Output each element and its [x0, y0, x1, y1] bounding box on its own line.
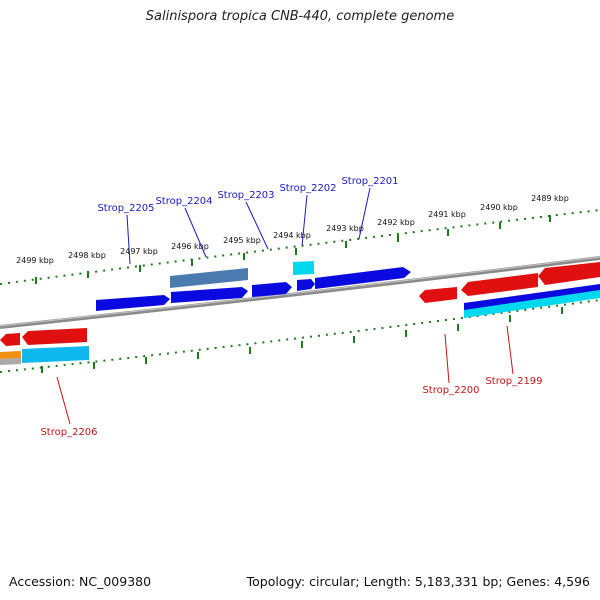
gene-label-forward: Strop_2202 — [279, 183, 336, 194]
scale-label: 2491 kbp — [428, 210, 466, 219]
gene-label-reverse: Strop_2206 — [40, 427, 97, 438]
scale-label: 2495 kbp — [223, 236, 261, 245]
scale-labels: 2499 kbp 2498 kbp 2497 kbp 2496 kbp 2495 kbp… — [16, 194, 569, 265]
steel-feature[interactable] — [170, 268, 248, 288]
gene-label-forward: Strop_2201 — [341, 176, 398, 187]
scale-label: 2496 kbp — [171, 242, 209, 251]
cyan-feature-2202[interactable] — [293, 261, 314, 275]
leader-lines-forward — [126, 187, 371, 265]
feature-tracks — [0, 261, 600, 365]
genome-backbone — [0, 256, 600, 329]
gene-strop-2202[interactable] — [297, 279, 315, 291]
gene-strop-2200[interactable] — [419, 287, 457, 303]
scale-label: 2493 kbp — [326, 224, 364, 233]
map-title: Salinispora tropica CNB-440, complete ge… — [145, 9, 455, 24]
scale-label: 2494 kbp — [273, 231, 311, 240]
gene-strop-2201[interactable] — [315, 267, 411, 289]
backbone-highlight — [0, 256, 600, 327]
gene-label-forward: Strop_2204 — [155, 196, 212, 207]
accession-text: Accession: NC_009380 — [9, 574, 152, 589]
scale-label: 2497 kbp — [120, 247, 158, 256]
scale-label: 2489 kbp — [531, 194, 569, 203]
cyan-feature-left[interactable] — [22, 346, 89, 363]
gene-label-forward: Strop_2205 — [97, 203, 154, 214]
scale-label: 2492 kbp — [377, 218, 415, 227]
leader-lines-reverse — [56, 325, 514, 425]
gene-strop-2206b[interactable] — [22, 328, 87, 345]
gene-right-red[interactable] — [538, 262, 600, 285]
cyan-feature-right[interactable] — [464, 290, 600, 318]
gene-strop-2204[interactable] — [171, 287, 248, 303]
gene-strop-2199[interactable] — [461, 273, 538, 296]
gene-labels-reverse: Strop_2206 Strop_2200 Strop_2199 — [40, 376, 542, 438]
orange-feature[interactable] — [0, 351, 21, 359]
gene-label-forward: Strop_2203 — [217, 190, 274, 201]
genome-stats-text: Topology: circular; Length: 5,183,331 bp… — [246, 574, 590, 589]
reverse-genes — [0, 262, 600, 346]
gene-strop-2203[interactable] — [252, 282, 292, 297]
grey-strip — [0, 358, 21, 365]
gene-label-reverse: Strop_2200 — [422, 385, 479, 396]
scale-label: 2498 kbp — [68, 251, 106, 260]
scale-label: 2499 kbp — [16, 256, 54, 265]
upper-major-ticks — [35, 215, 551, 284]
lower-major-ticks — [41, 307, 563, 373]
gene-label-reverse: Strop_2199 — [485, 376, 542, 387]
scale-label: 2490 kbp — [480, 203, 518, 212]
gene-strop-2206[interactable] — [0, 333, 20, 346]
gene-strop-2205[interactable] — [96, 295, 170, 311]
